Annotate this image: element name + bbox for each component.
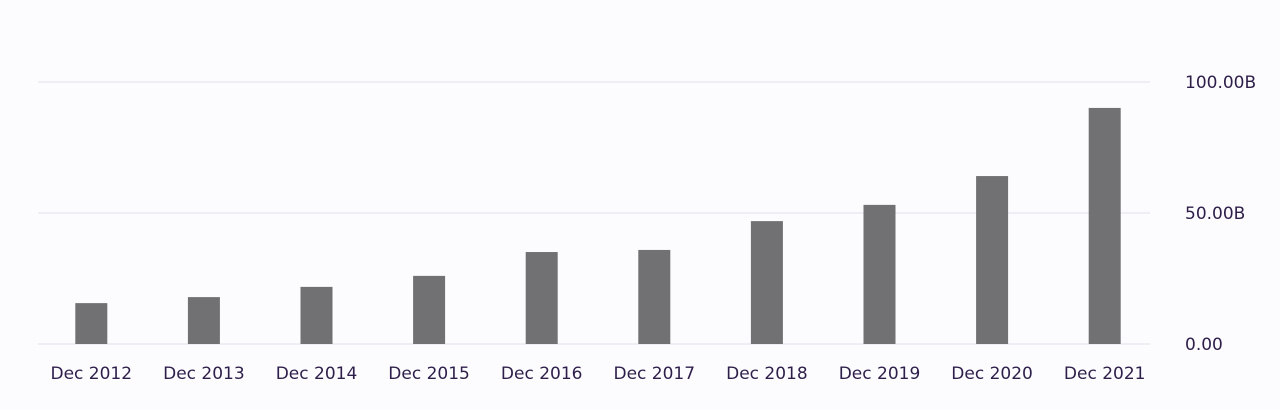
x-tick-label: Dec 2017 xyxy=(614,364,696,384)
x-tick-label: Dec 2020 xyxy=(951,364,1033,384)
bar xyxy=(750,221,783,344)
x-tick-label: Dec 2015 xyxy=(388,364,470,384)
bar xyxy=(525,252,558,344)
bar xyxy=(187,297,220,344)
bar xyxy=(300,286,333,344)
x-tick-label: Dec 2021 xyxy=(1064,364,1146,384)
bar xyxy=(75,303,108,344)
bar xyxy=(1088,107,1121,344)
bar xyxy=(976,176,1009,344)
bar xyxy=(638,249,671,344)
x-tick-label: Dec 2018 xyxy=(726,364,808,384)
x-tick-label: Dec 2019 xyxy=(839,364,921,384)
y-tick-label: 100.00B xyxy=(1185,73,1256,93)
x-tick-label: Dec 2014 xyxy=(276,364,358,384)
x-tick-label: Dec 2013 xyxy=(163,364,245,384)
bar xyxy=(413,275,446,344)
bar xyxy=(863,204,896,344)
y-tick-label: 50.00B xyxy=(1185,204,1245,224)
y-tick-label: 0.00 xyxy=(1185,335,1223,355)
x-tick-label: Dec 2012 xyxy=(51,364,133,384)
x-tick-label: Dec 2016 xyxy=(501,364,583,384)
